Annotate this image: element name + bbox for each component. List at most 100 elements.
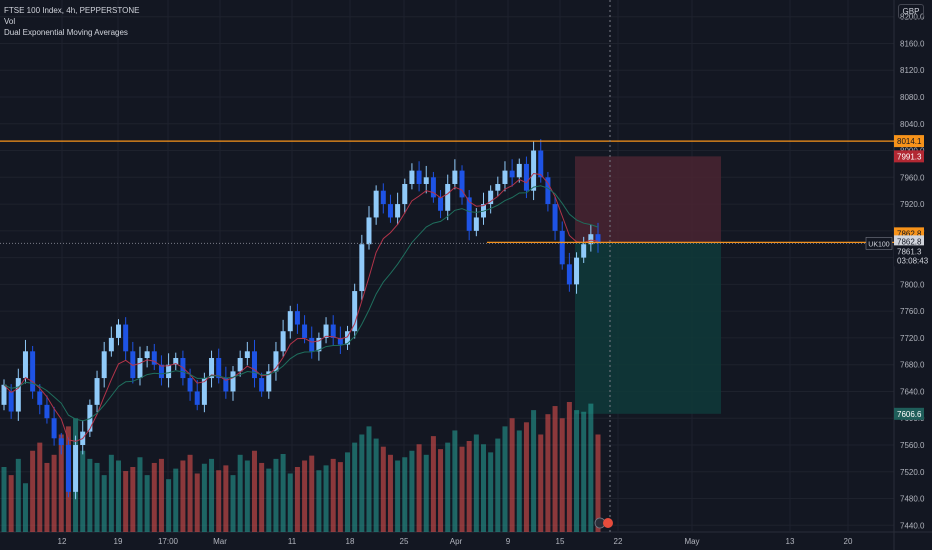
volume-bar (15, 458, 21, 532)
volume-bar (545, 414, 551, 532)
volume-bar (523, 422, 529, 532)
volume-bar (266, 468, 272, 532)
x-tick-label: 17:00 (158, 537, 179, 546)
volume-bar (466, 441, 472, 532)
volume-bar (280, 454, 286, 532)
candle-body (559, 230, 565, 265)
volume-bar (387, 454, 393, 532)
candle-body (509, 170, 515, 178)
y-tick-label: 7720.0 (900, 334, 925, 343)
candle-body (65, 445, 71, 492)
ema-legend[interactable]: Dual Exponential Moving Averages (4, 28, 128, 37)
ema-lines (3, 172, 599, 442)
candle-body (15, 378, 21, 412)
symbol-title[interactable]: FTSE 100 Index, 4h, PEPPERSTONE (4, 6, 140, 15)
price-label: 7606.6 (897, 410, 922, 419)
volume-bar (158, 458, 164, 532)
candle-body (581, 244, 587, 258)
volume-bar (216, 470, 222, 532)
volume-bar (251, 450, 257, 532)
candle-body (58, 438, 64, 445)
volume-bar (595, 434, 601, 532)
candle-body (595, 234, 601, 244)
volume-bar (480, 444, 486, 532)
candle-body (223, 378, 229, 392)
candle-body (137, 358, 143, 379)
y-tick-label: 7960.0 (900, 173, 925, 182)
volume-bar (44, 462, 50, 532)
volume-bar (581, 411, 587, 532)
volume-bar (230, 475, 236, 532)
volume-bar (574, 410, 580, 532)
price-axis[interactable]: 8200.08160.08120.08080.08040.08000.07960… (900, 13, 925, 531)
price-label-bg (894, 235, 924, 248)
volume-bar (166, 479, 172, 532)
price-label-bg (894, 135, 924, 148)
x-tick-label: 20 (844, 537, 853, 546)
volume-bar (531, 410, 537, 532)
candle-body (1, 384, 7, 405)
volume-legend[interactable]: Vol (4, 17, 16, 26)
candle-body (44, 404, 50, 419)
volume-bar (30, 450, 36, 532)
volume-bar (201, 463, 207, 532)
candle-body (251, 351, 257, 379)
x-tick-label: 18 (346, 537, 355, 546)
candle-body (244, 351, 250, 358)
volume-bar (137, 457, 143, 532)
y-tick-label: 7920.0 (900, 200, 925, 209)
time-axis[interactable]: 12 19 17:00 Mar 11 18 25 Apr 9 15 22 May 13 20 (58, 537, 853, 546)
volume-bar (495, 438, 501, 532)
volume-bar (366, 426, 372, 532)
horizontal-lines[interactable] (0, 0, 894, 532)
price-label-bg (894, 150, 924, 163)
volume-bar (123, 471, 129, 532)
candle-body (566, 264, 572, 285)
volume-bar (144, 475, 150, 532)
volume-bar (294, 467, 300, 532)
volume-bar (8, 475, 14, 532)
y-tick-label: 7800.0 (900, 280, 925, 289)
volume-bar (94, 462, 100, 532)
volume-bar (559, 418, 565, 532)
candle-body (309, 337, 315, 352)
flag-icon (603, 518, 613, 528)
candle-body (22, 351, 28, 379)
candle-body (287, 311, 293, 332)
volume-bar (452, 430, 458, 532)
volume-bar (309, 455, 315, 532)
candle-body (151, 351, 157, 365)
volume-bar (409, 450, 415, 532)
volume-bar (509, 418, 515, 532)
candle-body (402, 184, 408, 205)
candle-body (438, 197, 444, 211)
candle-body (266, 371, 272, 392)
volume-bar (173, 468, 179, 532)
volume-bar (423, 454, 429, 532)
candle-body (294, 311, 300, 325)
volume-bar (116, 460, 122, 532)
volume-bar (345, 452, 351, 532)
y-tick-label: 8160.0 (900, 39, 925, 48)
ema-fast-line (3, 172, 599, 442)
candle-body (380, 190, 386, 205)
volume-bar (516, 430, 522, 532)
candle-body (502, 170, 508, 184)
price-label: 7862.8 (897, 229, 922, 238)
volume-bar (209, 458, 215, 532)
candle-body (459, 170, 465, 198)
volume-bar (37, 442, 43, 532)
volume-bar (51, 454, 57, 532)
price-label: 7991.3 (897, 152, 922, 161)
candle-body (337, 337, 343, 345)
candle-body (166, 364, 172, 379)
candle-body (273, 351, 279, 372)
currency-button[interactable]: GBP (898, 4, 924, 19)
candle-body (345, 331, 351, 345)
candle-body (130, 351, 136, 379)
y-tick-label: 8080.0 (900, 93, 925, 102)
candle-body (101, 351, 107, 379)
y-tick-label: 8120.0 (900, 66, 925, 75)
